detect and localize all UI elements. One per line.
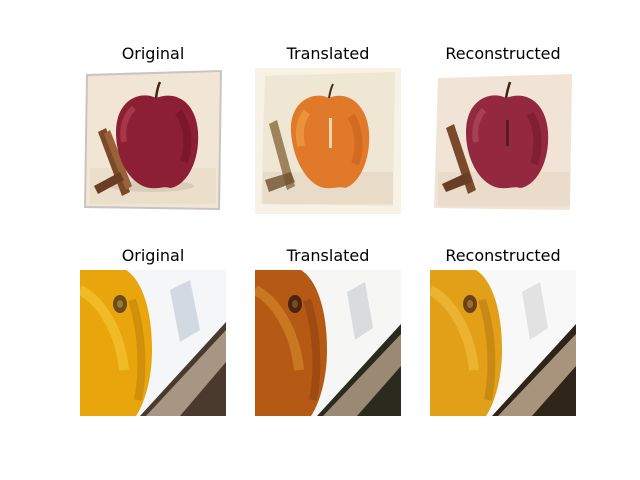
panel-title-row1-translated: Translated [286, 44, 370, 63]
apple-original-image [80, 68, 226, 214]
panel-title-row2-reconstructed: Reconstructed [445, 246, 561, 265]
apple-reconstructed-picture [430, 68, 576, 214]
orange-translated-picture [255, 270, 401, 416]
panel-title-row1-reconstructed: Reconstructed [445, 44, 561, 63]
orange-reconstructed-picture [430, 270, 576, 416]
panel-title-row2-original: Original [121, 246, 185, 265]
orange-reconstructed-image [430, 270, 576, 416]
panel-title-row1-original: Original [121, 44, 185, 63]
apple-reconstructed-image [430, 68, 576, 214]
panel-title-row2-translated: Translated [286, 246, 370, 265]
orange-translated-image [255, 270, 401, 416]
orange-original-picture [80, 270, 226, 416]
apple-original-picture [80, 68, 226, 214]
apple-translated-picture [255, 68, 401, 214]
orange-original-image [80, 270, 226, 416]
apple-translated-image [255, 68, 401, 214]
